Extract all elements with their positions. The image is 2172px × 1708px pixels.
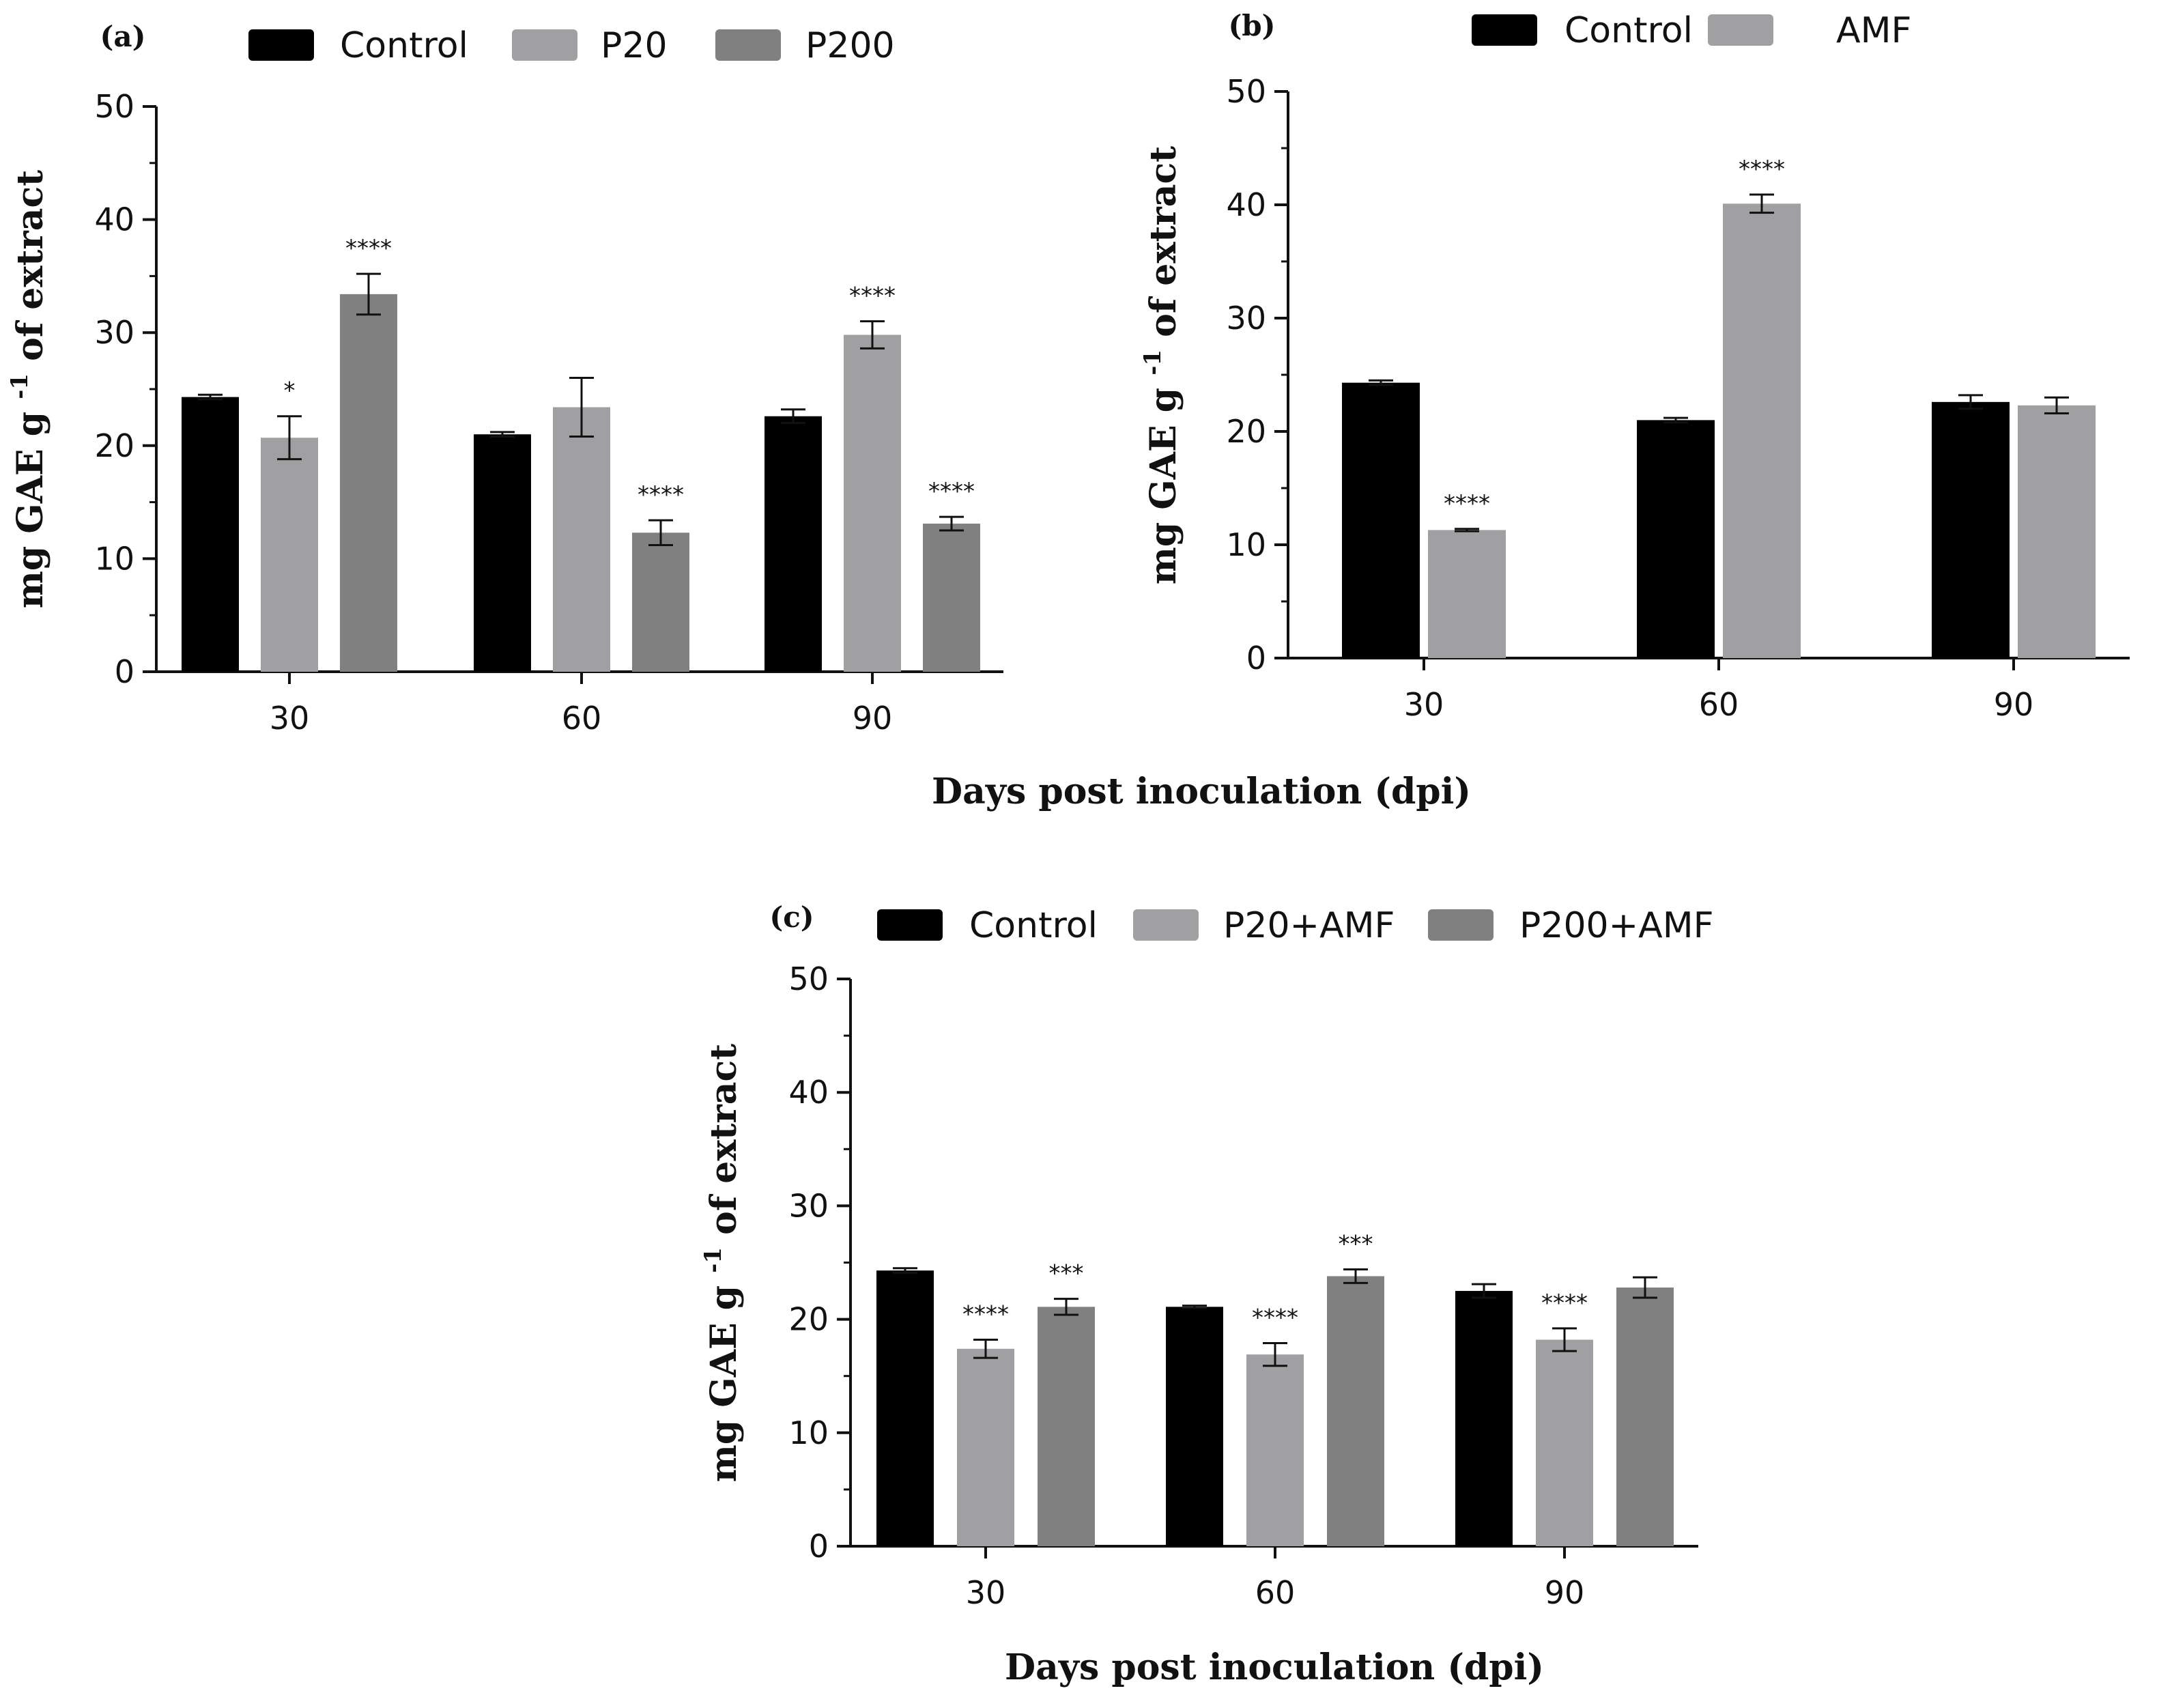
bar-b-amf-90	[2018, 405, 2096, 658]
y-tick-label-b-10: 10	[1226, 526, 1266, 563]
legend-swatch-a-2	[512, 29, 577, 61]
bar-c-p200-amf-60	[1327, 1276, 1384, 1546]
x-tick-label-a-60: 60	[562, 700, 602, 737]
y-tick-label-a-50: 50	[94, 88, 134, 125]
panel-label-b: (b)	[1228, 9, 1275, 42]
legend-label-a-3: P200	[805, 25, 895, 66]
legend-label-a-1: Control	[340, 25, 468, 66]
significance-c-2-30: ****	[962, 1301, 1009, 1328]
bar-b-control-60	[1637, 420, 1715, 658]
significance-a-2-30: *	[284, 378, 296, 405]
legend-swatch-c-1	[877, 909, 943, 941]
y-tick-label-b-0: 0	[1246, 640, 1266, 677]
legend-swatch-c-2	[1133, 909, 1199, 941]
y-tick-label-c-0: 0	[809, 1528, 829, 1565]
x-tick-label-b-60: 60	[1699, 686, 1739, 723]
legend-label-c-2: P20+AMF	[1223, 905, 1395, 946]
x-tick-label-c-60: 60	[1255, 1574, 1296, 1611]
significance-a-3-60: ****	[638, 481, 684, 509]
panel-label-a: (a)	[100, 20, 146, 53]
y-axis-label-c: mg GAE g -1 of extract	[700, 1044, 745, 1482]
significance-a-3-30: ****	[345, 235, 392, 262]
legend-swatch-c-3	[1428, 909, 1494, 941]
x-tick-label-b-90: 90	[1994, 686, 2034, 723]
bar-a-p20-60	[553, 407, 610, 672]
x-tick-label-a-30: 30	[270, 700, 310, 737]
bar-c-p20-amf-60	[1246, 1354, 1304, 1546]
y-axis-label-a: mg GAE g -1 of extract	[6, 170, 51, 608]
legend-swatch-b-2	[1708, 14, 1773, 46]
bar-a-p200-90	[923, 524, 980, 672]
bar-a-p200-30	[340, 294, 397, 672]
legend-label-c-1: Control	[969, 905, 1098, 946]
y-tick-label-a-40: 40	[94, 201, 134, 238]
y-axis-label-b: mg GAE g -1 of extract	[1139, 146, 1184, 584]
bar-c-p200-amf-30	[1038, 1307, 1095, 1546]
bar-a-control-60	[474, 434, 531, 672]
bar-c-p200-amf-90	[1616, 1287, 1674, 1546]
legend-label-a-2: P20	[601, 25, 668, 66]
chart-panel-b: (b) Control AMF 0 10 20 30 40 50 mg GAE g -1 of e…	[1139, 9, 2130, 723]
bar-c-p20-amf-90	[1536, 1339, 1593, 1546]
bar-b-amf-30	[1428, 530, 1506, 658]
legend-label-b-2: AMF	[1836, 10, 1911, 51]
x-tick-label-c-90: 90	[1545, 1574, 1585, 1611]
y-tick-label-a-10: 10	[94, 540, 134, 577]
legend-swatch-b-1	[1472, 14, 1537, 46]
bar-b-amf-60	[1723, 203, 1801, 659]
panel-label-c: (c)	[769, 900, 814, 934]
bar-c-control-30	[876, 1270, 934, 1546]
significance-b-2-30: ****	[1444, 490, 1490, 517]
bar-a-control-90	[765, 416, 822, 672]
bar-c-p20-amf-30	[957, 1348, 1014, 1546]
bar-b-control-30	[1342, 382, 1420, 658]
y-tick-label-c-40: 40	[788, 1074, 829, 1111]
y-tick-label-b-40: 40	[1226, 186, 1266, 223]
bar-a-p20-30	[261, 438, 318, 672]
y-tick-label-c-50: 50	[788, 960, 829, 997]
significance-c-3-60: ***	[1339, 1230, 1373, 1257]
y-tick-label-c-20: 20	[788, 1301, 829, 1338]
y-tick-label-b-20: 20	[1226, 413, 1266, 450]
y-tick-label-b-50: 50	[1226, 73, 1266, 110]
legend-label-c-3: P200+AMF	[1519, 905, 1714, 946]
y-tick-label-b-30: 30	[1226, 300, 1266, 337]
bar-a-control-30	[182, 397, 239, 672]
y-tick-label-a-0: 0	[115, 653, 134, 690]
y-tick-label-c-10: 10	[788, 1414, 829, 1451]
y-tick-label-a-30: 30	[94, 314, 134, 351]
legend-label-b-1: Control	[1564, 10, 1693, 51]
x-tick-label-c-30: 30	[966, 1574, 1006, 1611]
bar-a-p200-60	[632, 532, 689, 672]
x-tick-label-b-30: 30	[1404, 686, 1444, 723]
legend-swatch-a-1	[248, 29, 314, 61]
bar-c-control-90	[1455, 1291, 1513, 1546]
x-tick-label-a-90: 90	[853, 700, 893, 737]
significance-b-2-60: ****	[1739, 156, 1785, 183]
y-tick-label-c-30: 30	[788, 1187, 829, 1224]
chart-panel-c: (c) Control P20+AMF P200+AMF 0 10 20 30 40 50 mg G…	[700, 900, 1714, 1688]
bar-b-control-90	[1932, 401, 2010, 658]
bar-a-p20-90	[844, 335, 901, 672]
bar-c-control-60	[1166, 1307, 1223, 1546]
legend-swatch-a-3	[715, 29, 781, 61]
y-tick-label-a-20: 20	[94, 427, 134, 464]
x-axis-label-c: Days post inoculation (dpi)	[1005, 1647, 1544, 1688]
shared-x-axis-label: Days post inoculation (dpi)	[932, 771, 1471, 812]
significance-c-3-30: ***	[1049, 1260, 1084, 1287]
significance-c-2-60: ****	[1252, 1305, 1298, 1332]
chart-panel-a: (a) Control P20 P200 0 10 20 30 40 50 mg GAE g -1 …	[6, 20, 1003, 737]
significance-a-3-90: ****	[928, 478, 975, 505]
significance-a-2-90: ****	[849, 283, 896, 310]
significance-c-2-90: ****	[1541, 1290, 1588, 1317]
